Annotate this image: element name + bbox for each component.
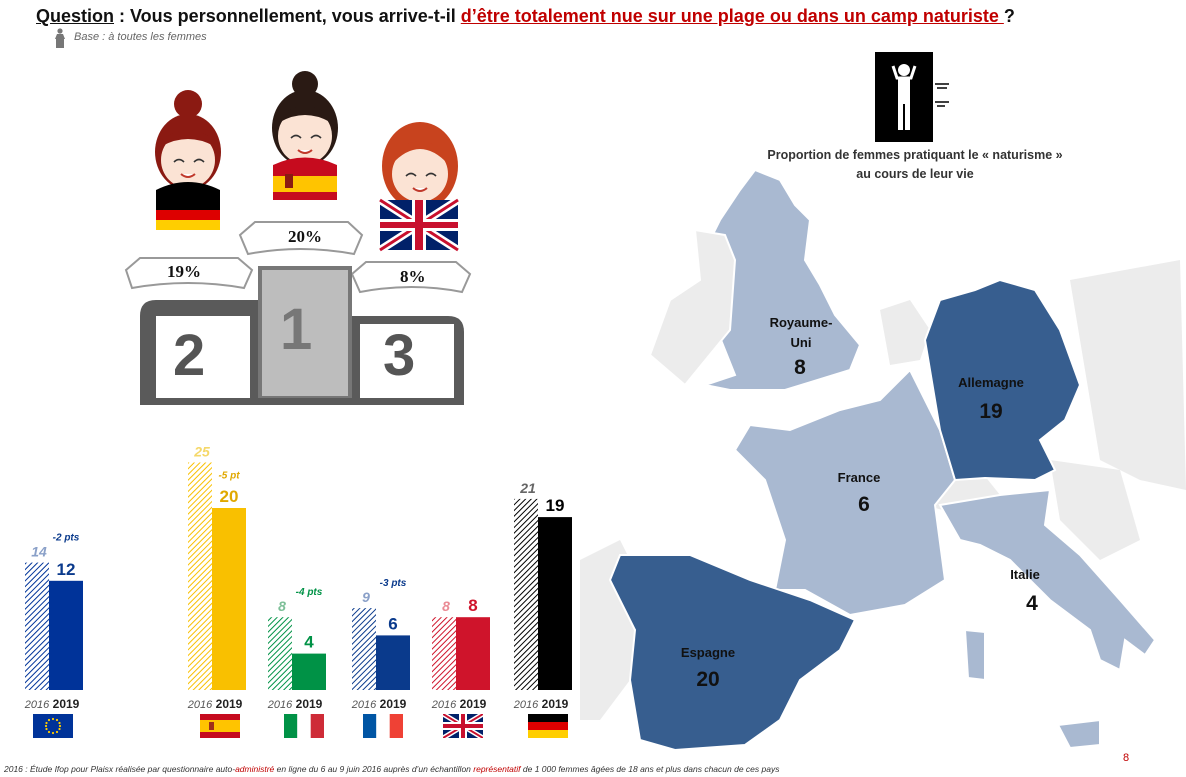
flag-france-icon bbox=[363, 714, 403, 738]
footnote-d: représentatif bbox=[473, 764, 521, 774]
year-2016-1: 2016 bbox=[187, 699, 213, 711]
year-2016-5: 2016 bbox=[513, 699, 539, 711]
label-spain: Espagne bbox=[680, 645, 736, 660]
doll-germany bbox=[155, 90, 221, 230]
map-title-line1: Proportion de femmes pratiquant le « nat… bbox=[767, 148, 1063, 162]
year-2019-4: 2019 bbox=[460, 697, 487, 711]
year-2019-3: 2019 bbox=[380, 697, 407, 711]
value-2019-5: 19 bbox=[546, 496, 565, 515]
value-2016-2: 8 bbox=[278, 598, 286, 614]
map-sicily bbox=[1056, 718, 1101, 750]
value-2019-4: 8 bbox=[468, 596, 477, 615]
podium-first-value: 20% bbox=[288, 227, 322, 246]
flag-spain-icon bbox=[200, 714, 240, 738]
evolution-label-3: -3 pts bbox=[380, 578, 407, 589]
doll-uk bbox=[377, 122, 461, 254]
page-number: 8 bbox=[1123, 752, 1130, 764]
year-2019-0: 2019 bbox=[53, 697, 80, 711]
footnote-c: en ligne du 6 au 9 juin 2016 auprès d’un… bbox=[274, 764, 474, 774]
bar-2019-2 bbox=[292, 653, 326, 690]
naturism-icon bbox=[875, 52, 949, 142]
evolution-label-2: -4 pts bbox=[296, 587, 323, 598]
base-note: Base : à toutes les femmes bbox=[74, 31, 207, 43]
bar-2019-5 bbox=[538, 517, 572, 690]
bar-2019-3 bbox=[376, 635, 410, 690]
value-2019-0: 12 bbox=[57, 560, 76, 579]
bar-2016-1 bbox=[188, 462, 212, 690]
map-germany bbox=[923, 278, 1082, 482]
value-2016-5: 21 bbox=[519, 480, 536, 496]
podium-rank-1: 1 bbox=[280, 297, 313, 362]
map-france bbox=[733, 368, 957, 617]
map-spain bbox=[608, 554, 857, 752]
bar-2016-4 bbox=[432, 617, 456, 690]
flag-italy-icon bbox=[284, 714, 324, 738]
bar-2016-3 bbox=[352, 608, 376, 690]
flag-uk-icon bbox=[443, 714, 483, 738]
year-2019-1: 2019 bbox=[216, 697, 243, 711]
value-france: 6 bbox=[858, 493, 870, 516]
doll-spain bbox=[272, 71, 338, 200]
bar-2016-0 bbox=[25, 562, 49, 690]
year-2019-2: 2019 bbox=[296, 697, 323, 711]
footnote-a: 2016 : Étude Ifop pour Plaisx réalisée p… bbox=[4, 764, 236, 774]
question-label: Question bbox=[36, 6, 115, 26]
bar-2019-1 bbox=[212, 508, 246, 690]
footnote-e: de 1 000 femmes âgées de 18 ans et plus … bbox=[520, 764, 780, 774]
map-title: Proportion de femmes pratiquant le « nat… bbox=[740, 146, 1090, 184]
question-title: Question : Vous personnellement, vous ar… bbox=[36, 6, 1015, 27]
map-sardinia bbox=[963, 628, 986, 682]
podium-illustration bbox=[124, 71, 472, 405]
value-uk: 8 bbox=[794, 356, 806, 379]
podium-rank-2: 2 bbox=[173, 323, 206, 388]
value-2016-0: 14 bbox=[31, 544, 47, 560]
year-2016-3: 2016 bbox=[351, 699, 377, 711]
flag-germany-icon bbox=[528, 714, 568, 738]
bar-2016-2 bbox=[268, 617, 292, 690]
value-2016-1: 25 bbox=[193, 444, 210, 460]
label-uk-line1: Royaume- bbox=[769, 315, 833, 330]
label-italy: Italie bbox=[1010, 567, 1040, 582]
map-ireland bbox=[648, 228, 737, 387]
label-uk-line2: Uni bbox=[790, 335, 812, 350]
podium-second-value: 19% bbox=[167, 262, 201, 281]
year-2019-5: 2019 bbox=[542, 697, 569, 711]
bar-2019-0 bbox=[49, 580, 83, 690]
year-2016-4: 2016 bbox=[431, 699, 457, 711]
podium-third-value: 8% bbox=[400, 267, 426, 286]
map-austria-balkans bbox=[1050, 460, 1140, 560]
woman-icon bbox=[55, 28, 65, 48]
value-2019-2: 4 bbox=[304, 633, 314, 652]
value-2016-3: 9 bbox=[362, 589, 370, 605]
label-france: France bbox=[837, 470, 881, 485]
label-uk: Royaume- Uni bbox=[756, 313, 846, 353]
value-spain: 20 bbox=[696, 668, 720, 691]
evolution-label-1: -5 pt bbox=[218, 471, 240, 482]
question-highlight: d’être totalement nue sur une plage ou d… bbox=[460, 6, 1004, 26]
question-end: ? bbox=[1003, 6, 1015, 26]
bar-2016-5 bbox=[514, 498, 538, 690]
map-italy bbox=[938, 488, 1157, 672]
europe-map bbox=[580, 168, 1186, 752]
value-2019-1: 20 bbox=[220, 487, 239, 506]
map-benelux bbox=[880, 300, 930, 365]
bar-2019-4 bbox=[456, 617, 490, 690]
value-2016-4: 8 bbox=[442, 598, 450, 614]
year-2016-0: 2016 bbox=[24, 699, 50, 711]
value-germany: 19 bbox=[979, 400, 1003, 423]
value-italy: 4 bbox=[1026, 592, 1038, 615]
map-title-line2: au cours de leur vie bbox=[856, 167, 974, 181]
footnote: 2016 : Étude Ifop pour Plaisx réalisée p… bbox=[4, 764, 779, 774]
evolution-label-0: -2 pts bbox=[53, 533, 80, 544]
flag-eu-icon bbox=[33, 714, 73, 738]
podium-rank-3: 3 bbox=[383, 323, 416, 388]
year-2016-2: 2016 bbox=[267, 699, 293, 711]
value-2019-3: 6 bbox=[388, 614, 397, 633]
footnote-b: administré bbox=[235, 764, 275, 774]
map-poland-east bbox=[1070, 260, 1186, 490]
label-germany: Allemagne bbox=[958, 375, 1024, 390]
question-text: : Vous personnellement, vous arrive-t-il bbox=[114, 6, 461, 26]
